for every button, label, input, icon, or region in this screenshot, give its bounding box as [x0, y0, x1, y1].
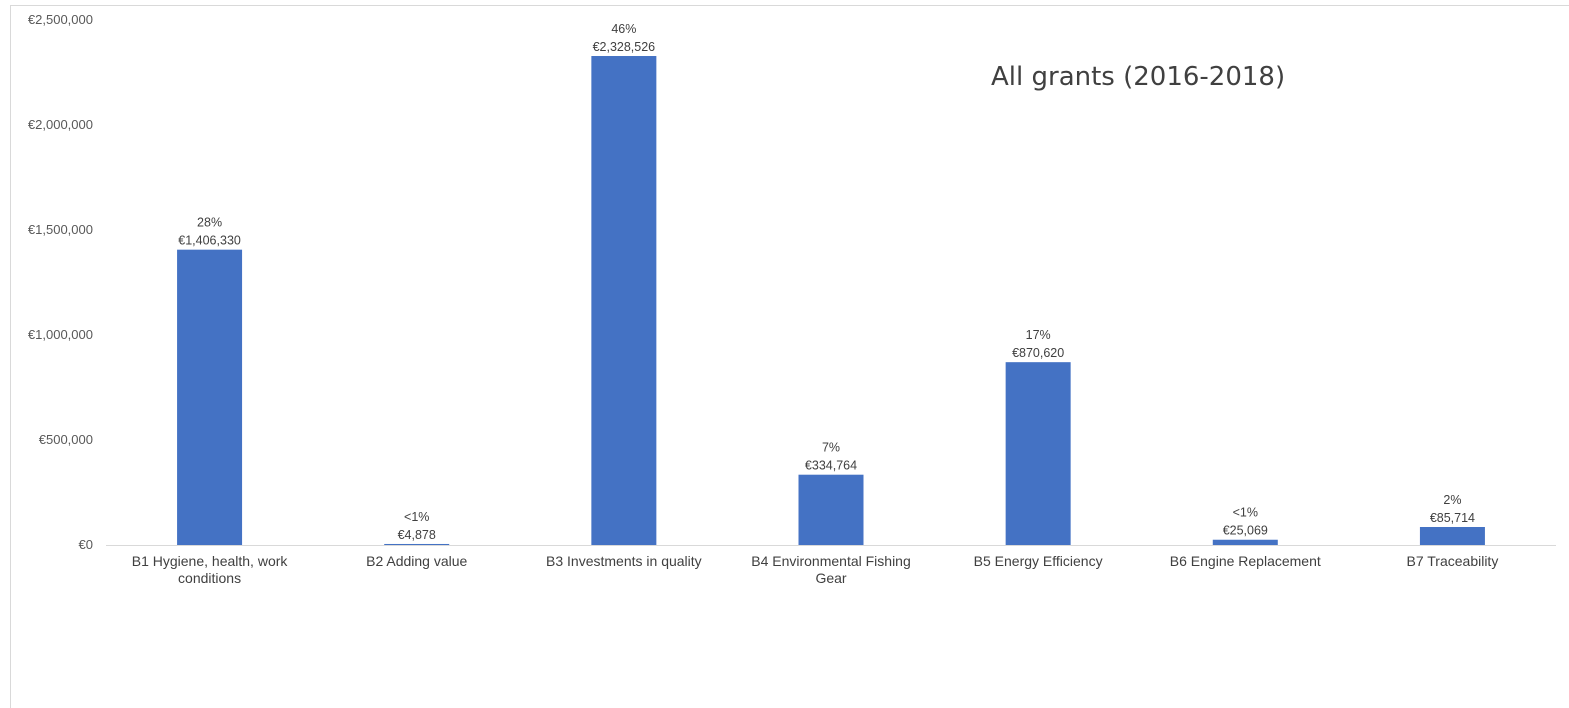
data-label-percent: 28% — [197, 216, 222, 230]
y-tick-label: €1,000,000 — [28, 327, 93, 342]
data-label-amount: €870,620 — [1012, 346, 1064, 360]
x-tick-label: B1 Hygiene, health, work — [132, 553, 289, 569]
y-tick-label: €2,000,000 — [28, 117, 93, 132]
data-label-percent: <1% — [1233, 506, 1258, 520]
x-tick-label: Gear — [815, 570, 846, 586]
bar — [591, 56, 657, 545]
bar — [1419, 527, 1485, 545]
data-label-amount: €2,328,526 — [593, 40, 656, 54]
data-label-amount: €334,764 — [805, 459, 857, 473]
data-label-percent: 2% — [1443, 493, 1461, 507]
data-label-amount: €25,069 — [1223, 524, 1268, 538]
data-label-amount: €1,406,330 — [178, 234, 241, 248]
y-tick-label: €0 — [79, 537, 93, 552]
y-tick-label: €2,500,000 — [28, 12, 93, 27]
x-tick-label: B4 Environmental Fishing — [751, 553, 911, 569]
data-label-amount: €85,714 — [1430, 511, 1475, 525]
bar — [384, 543, 450, 545]
chart-frame — [10, 5, 1569, 708]
bar — [1005, 362, 1071, 545]
data-label-percent: 17% — [1026, 328, 1051, 342]
y-tick-label: €1,500,000 — [28, 222, 93, 237]
data-label-percent: <1% — [404, 510, 429, 524]
x-tick-label: B3 Investments in quality — [546, 553, 702, 569]
bar — [177, 249, 243, 545]
bar — [1212, 539, 1278, 545]
x-tick-label: B6 Engine Replacement — [1170, 553, 1321, 569]
x-tick-label: B2 Adding value — [366, 553, 467, 569]
x-tick-label: conditions — [178, 570, 241, 586]
data-label-percent: 46% — [611, 22, 636, 36]
x-tick-label: B7 Traceability — [1407, 553, 1499, 569]
bar — [798, 474, 864, 545]
data-label-amount: €4,878 — [398, 528, 436, 542]
data-label-percent: 7% — [822, 441, 840, 455]
x-tick-label: B5 Energy Efficiency — [974, 553, 1103, 569]
chart-title: All grants (2016-2018) — [991, 62, 1286, 92]
y-tick-label: €500,000 — [39, 432, 93, 447]
